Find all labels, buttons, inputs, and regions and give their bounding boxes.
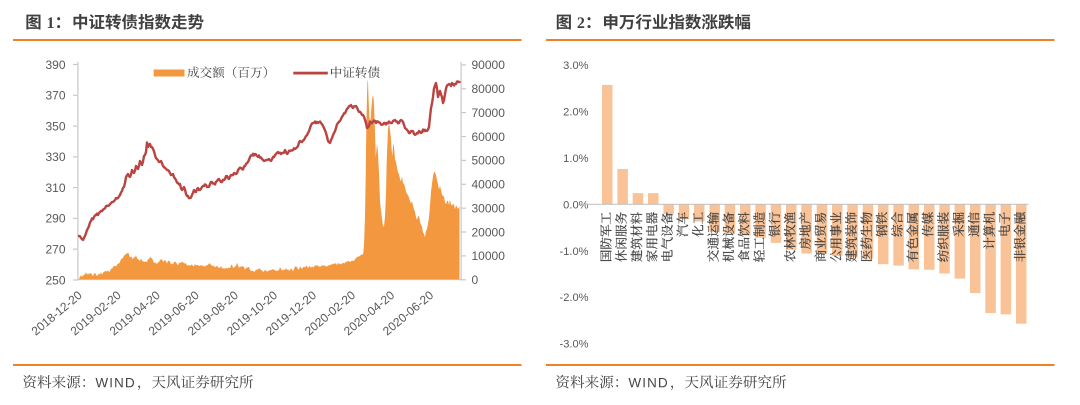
- svg-text:-2.0%: -2.0%: [560, 292, 589, 304]
- svg-text:370: 370: [45, 89, 65, 103]
- svg-text:2.0%: 2.0%: [563, 106, 589, 118]
- svg-text:390: 390: [45, 58, 65, 72]
- svg-text:1.0%: 1.0%: [563, 153, 589, 165]
- svg-text:10000: 10000: [472, 249, 506, 263]
- svg-text:350: 350: [45, 119, 65, 133]
- svg-text:60000: 60000: [472, 130, 506, 144]
- svg-text:0.0%: 0.0%: [563, 199, 589, 211]
- svg-text:310: 310: [45, 181, 65, 195]
- svg-text:290: 290: [45, 212, 65, 226]
- svg-text:90000: 90000: [472, 58, 506, 72]
- svg-text:50000: 50000: [472, 154, 506, 168]
- svg-text:30000: 30000: [472, 202, 506, 216]
- svg-text:330: 330: [45, 150, 65, 164]
- svg-text:-1.0%: -1.0%: [560, 246, 589, 258]
- svg-text:250: 250: [45, 273, 65, 287]
- svg-text:70000: 70000: [472, 106, 506, 120]
- svg-text:20000: 20000: [472, 225, 506, 239]
- svg-text:80000: 80000: [472, 82, 506, 96]
- svg-text:0: 0: [472, 273, 479, 287]
- svg-text:270: 270: [45, 243, 65, 257]
- svg-text:40000: 40000: [472, 178, 506, 192]
- svg-text:3.0%: 3.0%: [563, 60, 589, 72]
- svg-text:-3.0%: -3.0%: [560, 339, 589, 351]
